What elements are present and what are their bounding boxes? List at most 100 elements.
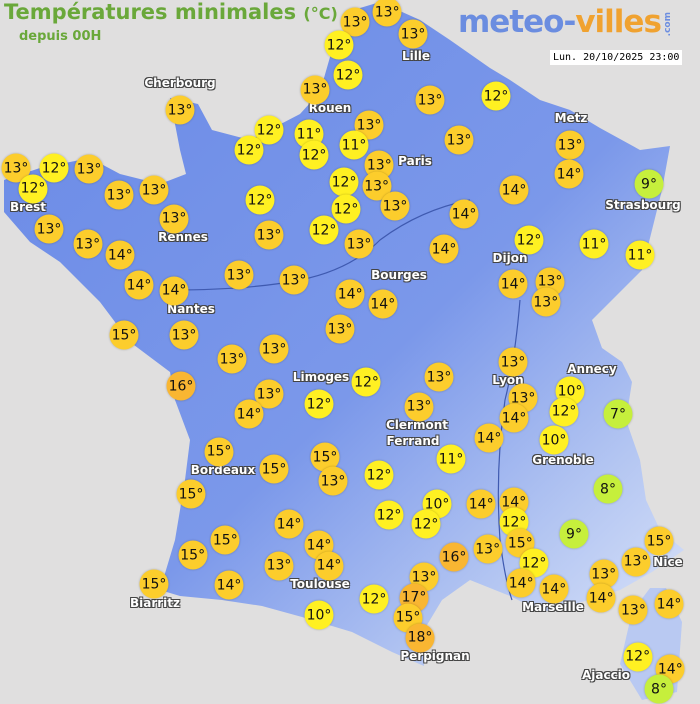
temperature-marker[interactable]: 12 °	[18, 174, 48, 204]
temperature-marker[interactable]: 12 °	[299, 140, 329, 170]
temperature-marker[interactable]: 15 °	[210, 525, 240, 555]
temperature-marker[interactable]: 12 °	[39, 153, 69, 183]
temperature-marker[interactable]: 15 °	[204, 437, 234, 467]
temperature-marker[interactable]: 13 °	[165, 95, 195, 125]
temperature-marker[interactable]: 15 °	[505, 528, 535, 558]
temperature-marker[interactable]: 14 °	[429, 234, 459, 264]
temperature-marker[interactable]: 15 °	[644, 526, 674, 556]
temperature-marker[interactable]: 12 °	[359, 584, 389, 614]
temperature-marker[interactable]: 16 °	[439, 542, 469, 572]
temperature-marker[interactable]: 13 °	[531, 287, 561, 317]
temperature-marker[interactable]: 11 °	[339, 130, 369, 160]
temperature-marker[interactable]: 14 °	[124, 270, 154, 300]
temperature-marker[interactable]: 14 °	[554, 159, 584, 189]
temperature-marker[interactable]: 12 °	[331, 194, 361, 224]
temperature-marker[interactable]: 14 °	[159, 276, 189, 306]
temperature-marker[interactable]: 13 °	[424, 362, 454, 392]
temperature-marker[interactable]: 10 °	[304, 600, 334, 630]
temperature-marker[interactable]: 13 °	[104, 180, 134, 210]
temperature-marker[interactable]: 14 °	[539, 574, 569, 604]
temperature-marker[interactable]: 14 °	[499, 403, 529, 433]
temperature-marker[interactable]: 12 °	[374, 500, 404, 530]
temperature-marker[interactable]: 13 °	[535, 267, 565, 297]
temperature-marker[interactable]: 12 °	[549, 397, 579, 427]
temperature-marker[interactable]: 13 °	[473, 534, 503, 564]
temperature-marker[interactable]: 13 °	[621, 547, 651, 577]
temperature-marker[interactable]: 8 °	[644, 674, 674, 704]
temperature-marker[interactable]: 13 °	[372, 0, 402, 27]
temperature-marker[interactable]: 13 °	[34, 214, 64, 244]
temperature-marker[interactable]: 14 °	[314, 551, 344, 581]
temperature-marker[interactable]: 13 °	[254, 379, 284, 409]
temperature-marker[interactable]: 13 °	[354, 110, 384, 140]
temperature-marker[interactable]: 7 °	[603, 399, 633, 429]
temperature-marker[interactable]: 14 °	[498, 269, 528, 299]
temperature-marker[interactable]: 8 °	[593, 474, 623, 504]
temperature-marker[interactable]: 12 °	[481, 81, 511, 111]
temperature-marker[interactable]: 13 °	[415, 85, 445, 115]
temperature-marker[interactable]: 12 °	[514, 225, 544, 255]
temperature-marker[interactable]: 12 °	[309, 215, 339, 245]
temperature-marker[interactable]: 12 °	[245, 185, 275, 215]
temperature-marker[interactable]: 15 °	[109, 320, 139, 350]
temperature-marker[interactable]: 11 °	[436, 444, 466, 474]
temperature-marker[interactable]: 14 °	[474, 423, 504, 453]
temperature-marker[interactable]: 14 °	[368, 289, 398, 319]
temperature-marker[interactable]: 13 °	[618, 595, 648, 625]
temperature-marker[interactable]: 14 °	[449, 199, 479, 229]
temperature-marker[interactable]: 13 °	[318, 466, 348, 496]
temperature-marker[interactable]: 13 °	[380, 191, 410, 221]
temperature-marker[interactable]: 9 °	[559, 519, 589, 549]
temperature-marker[interactable]: 12 °	[329, 167, 359, 197]
temperature-marker[interactable]: 11 °	[625, 240, 655, 270]
temperature-marker[interactable]: 14 °	[214, 570, 244, 600]
temperature-marker[interactable]: 12 °	[364, 460, 394, 490]
temperature-marker[interactable]: 14 °	[586, 583, 616, 613]
temperature-marker[interactable]: 13 °	[279, 265, 309, 295]
temperature-marker[interactable]: 14 °	[335, 279, 365, 309]
temperature-marker[interactable]: 14 °	[466, 489, 496, 519]
temperature-marker[interactable]: 13 °	[74, 154, 104, 184]
temperature-marker[interactable]: 11 °	[579, 229, 609, 259]
temperature-marker[interactable]: 13 °	[264, 551, 294, 581]
temperature-marker[interactable]: 12 °	[333, 60, 363, 90]
temperature-marker[interactable]: 15 °	[176, 479, 206, 509]
temperature-marker[interactable]: 13 °	[444, 125, 474, 155]
temperature-marker[interactable]: 10 °	[539, 425, 569, 455]
temperature-marker[interactable]: 14 °	[105, 240, 135, 270]
temperature-marker[interactable]: 14 °	[274, 509, 304, 539]
temperature-marker[interactable]: 15 °	[259, 454, 289, 484]
temperature-marker[interactable]: 13 °	[73, 229, 103, 259]
temperature-marker[interactable]: 13 °	[555, 130, 585, 160]
temperature-marker[interactable]: 13 °	[139, 175, 169, 205]
temperature-marker[interactable]: 13 °	[259, 334, 289, 364]
temperature-marker[interactable]: 13 °	[159, 204, 189, 234]
temperature-marker[interactable]: 13 °	[224, 260, 254, 290]
temperature-marker[interactable]: 12 °	[411, 509, 441, 539]
temperature-marker[interactable]: 12 °	[234, 135, 264, 165]
temperature-marker[interactable]: 18 °	[405, 623, 435, 653]
temperature-marker[interactable]: 14 °	[499, 175, 529, 205]
temperature-marker[interactable]: 14 °	[655, 654, 685, 684]
temperature-marker[interactable]: 13 °	[398, 19, 428, 49]
temperature-marker[interactable]: 13 °	[300, 75, 330, 105]
temperature-marker[interactable]: 13 °	[217, 344, 247, 374]
temperature-marker[interactable]: 13 °	[169, 320, 199, 350]
temperature-marker[interactable]: 13 °	[344, 229, 374, 259]
temperature-marker[interactable]: 13 °	[404, 392, 434, 422]
temperature-marker[interactable]: 13 °	[254, 220, 284, 250]
temperature-marker[interactable]: 15 °	[139, 569, 169, 599]
temperature-marker[interactable]: 14 °	[506, 568, 536, 598]
temperature-marker[interactable]: 13 °	[325, 314, 355, 344]
temperature-marker[interactable]: 14 °	[234, 399, 264, 429]
temperature-marker[interactable]: 12 °	[351, 367, 381, 397]
temperature-marker[interactable]: 12 °	[304, 389, 334, 419]
temperature-marker[interactable]: 12 °	[623, 642, 653, 672]
temperature-marker[interactable]: 14 °	[654, 589, 684, 619]
meteo-villes-logo[interactable]: meteo-villes .com	[458, 4, 673, 40]
temperature-marker[interactable]: 13 °	[498, 347, 528, 377]
temperature-marker[interactable]: 16 °	[166, 371, 196, 401]
temperature-marker[interactable]: 15 °	[178, 540, 208, 570]
temperature-marker[interactable]: 9 °	[634, 169, 664, 199]
temperature-marker[interactable]: 12 °	[324, 30, 354, 60]
